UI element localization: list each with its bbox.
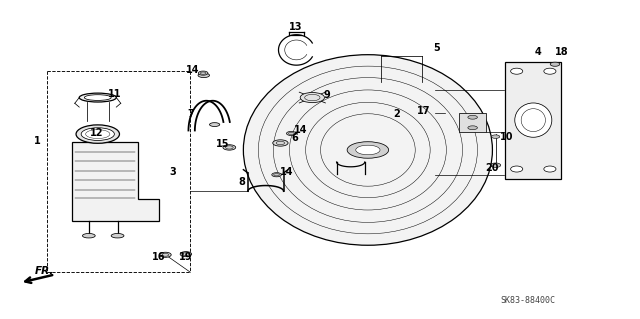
Ellipse shape (544, 166, 556, 172)
Ellipse shape (490, 163, 500, 167)
Ellipse shape (492, 135, 500, 138)
Ellipse shape (84, 95, 111, 100)
Text: 2: 2 (393, 109, 400, 119)
Text: 4: 4 (535, 47, 542, 57)
Text: 14: 14 (186, 65, 199, 75)
Ellipse shape (160, 252, 172, 257)
Ellipse shape (81, 128, 115, 140)
Ellipse shape (550, 62, 560, 66)
Ellipse shape (300, 93, 324, 103)
Text: 15: 15 (216, 139, 230, 149)
Ellipse shape (209, 123, 220, 126)
Text: 11: 11 (108, 89, 121, 100)
Text: 10: 10 (500, 132, 513, 142)
Ellipse shape (468, 126, 477, 130)
Text: 12: 12 (90, 128, 103, 137)
Text: 7: 7 (188, 109, 195, 119)
Ellipse shape (356, 145, 380, 155)
Ellipse shape (79, 93, 116, 102)
Ellipse shape (273, 140, 288, 146)
Text: SK83-88400C: SK83-88400C (500, 296, 555, 305)
Text: 5: 5 (433, 43, 440, 53)
Polygon shape (72, 142, 159, 221)
Ellipse shape (544, 68, 556, 74)
Ellipse shape (287, 131, 296, 136)
Text: 14: 14 (280, 167, 294, 177)
Text: 1: 1 (35, 136, 41, 146)
Text: 17: 17 (417, 106, 430, 116)
Ellipse shape (515, 103, 552, 137)
Ellipse shape (180, 252, 191, 257)
Ellipse shape (223, 145, 236, 150)
Ellipse shape (83, 234, 95, 238)
Text: 13: 13 (289, 22, 303, 32)
Text: 6: 6 (291, 133, 298, 143)
Text: FR.: FR. (35, 266, 54, 276)
Text: 20: 20 (486, 163, 499, 174)
Ellipse shape (511, 68, 523, 74)
Ellipse shape (468, 115, 477, 119)
Ellipse shape (243, 55, 492, 245)
Ellipse shape (111, 234, 124, 238)
Text: 3: 3 (170, 167, 177, 177)
Text: 16: 16 (152, 252, 165, 262)
Ellipse shape (76, 125, 120, 143)
Text: 14: 14 (294, 125, 308, 135)
Text: 19: 19 (179, 252, 193, 262)
Polygon shape (505, 62, 561, 179)
FancyBboxPatch shape (460, 114, 486, 132)
Ellipse shape (198, 71, 208, 75)
Ellipse shape (198, 73, 209, 78)
Text: 9: 9 (323, 90, 330, 100)
Ellipse shape (511, 166, 523, 172)
Text: 18: 18 (555, 47, 568, 57)
Ellipse shape (272, 173, 282, 177)
Text: 8: 8 (239, 177, 246, 187)
Ellipse shape (347, 142, 388, 158)
